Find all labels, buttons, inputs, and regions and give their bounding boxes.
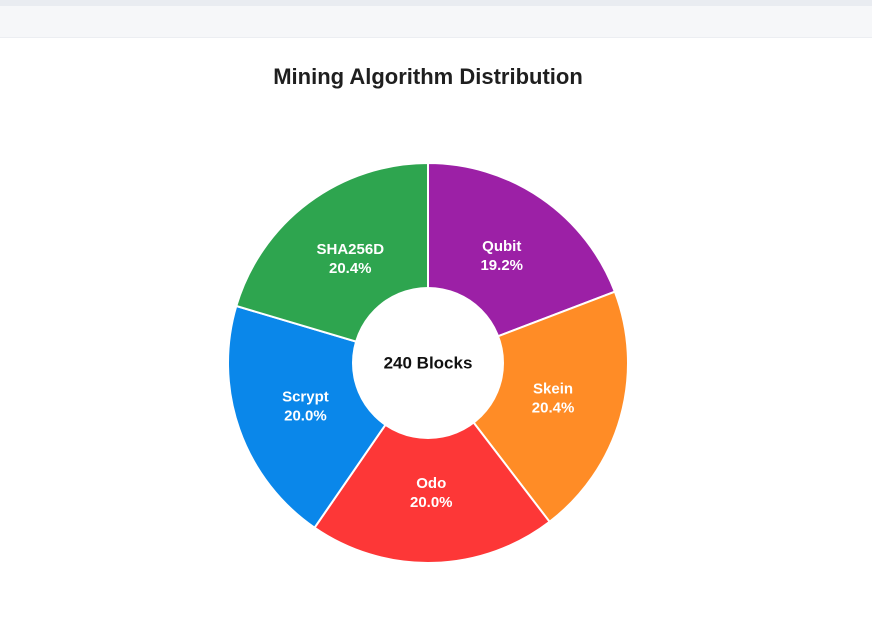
slice-name: Odo xyxy=(416,475,446,492)
donut-hole xyxy=(352,287,504,439)
slice-name: Skein xyxy=(533,380,573,397)
slice-label-sha256d: SHA256D 20.4% xyxy=(317,241,385,277)
chart-panel: Mining Algorithm Distribution Qubit 19.2%… xyxy=(0,38,872,631)
slice-label-odo: Odo 20.0% xyxy=(410,475,453,511)
slice-percent: 20.4% xyxy=(532,399,575,416)
slice-percent: 20.0% xyxy=(410,494,453,511)
slice-name: SHA256D xyxy=(317,241,385,258)
center-label: 240 Blocks xyxy=(384,354,473,373)
slice-percent: 19.2% xyxy=(480,257,523,274)
top-toolbar-strip xyxy=(0,0,872,38)
slice-label-qubit: Qubit 19.2% xyxy=(480,238,523,274)
slice-label-skein: Skein 20.4% xyxy=(532,380,575,416)
slice-name: Scrypt xyxy=(282,388,329,405)
slice-odo[interactable] xyxy=(313,361,551,564)
slice-percent: 20.4% xyxy=(329,260,372,277)
slice-percent: 20.0% xyxy=(284,407,327,424)
slice-label-scrypt: Scrypt 20.0% xyxy=(282,388,329,424)
donut-chart: Qubit 19.2%Skein 20.4%Odo 20.0%Scrypt 20.0%S… xyxy=(227,161,629,564)
slice-name: Qubit xyxy=(482,238,521,255)
chart-title: Mining Algorithm Distribution xyxy=(273,64,583,89)
